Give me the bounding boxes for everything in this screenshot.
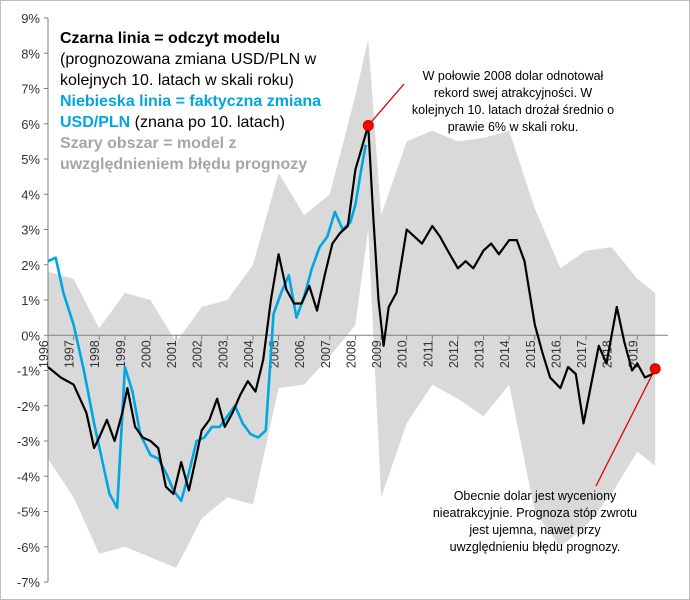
annotation-2008-peak: W połowie 2008 dolar odnotował rekord sw… [411, 69, 615, 134]
y-tick-label: 9% [21, 11, 40, 26]
y-tick-label: 1% [21, 293, 40, 308]
y-tick-label: 0% [21, 328, 40, 343]
y-tick-label: 2% [21, 258, 40, 273]
x-tick-label: 2012 [447, 340, 461, 368]
legend-blue-desc: (znana po 10. latach) [130, 114, 285, 131]
x-tick-label: 2017 [575, 340, 589, 368]
x-tick-label: 2008 [344, 340, 358, 368]
y-tick-label: -3% [17, 434, 41, 449]
y-tick-label: -2% [17, 399, 41, 414]
y-tick-label: -7% [17, 575, 41, 590]
y-tick-label: -5% [17, 505, 41, 520]
x-tick-label: 2007 [319, 340, 333, 368]
x-tick-label: 2013 [473, 340, 487, 368]
axis-layer: 9% 8% 7% 6% 5% 4% 3% 2% 1% 0% -1% -2% -3% -4% -5% -6% -7… [17, 11, 668, 590]
x-tick-label: 2009 [370, 340, 384, 368]
callout-line-2008 [367, 83, 405, 126]
y-tick-label: 7% [21, 82, 40, 97]
y-tick-label: 4% [21, 187, 40, 202]
x-tick-label: 2011 [421, 340, 435, 367]
y-tick-label: -6% [17, 540, 41, 555]
peak-2008-point [362, 120, 374, 132]
x-tick-label: 1998 [88, 340, 102, 368]
current-point [649, 363, 661, 375]
x-tick-label: 2006 [293, 340, 307, 368]
x-tick-label: 2010 [396, 340, 410, 368]
actual-change-line [47, 144, 367, 510]
x-tick-label: 2016 [549, 340, 563, 368]
callout-layer [362, 83, 661, 487]
x-tick-label: 1997 [63, 340, 77, 368]
x-tick-label: 2002 [191, 340, 205, 368]
x-tick-label: 2000 [139, 340, 153, 368]
callout-line-current [595, 368, 656, 487]
legend-black-title: Czarna linia = odczyt modelu [60, 30, 281, 47]
x-tick-label: 1999 [114, 340, 128, 368]
legend-blue-row: Niebieska linia = faktyczna zmiana USD/P… [60, 91, 360, 133]
y-tick-label: 3% [21, 223, 40, 238]
y-tick-label: -4% [17, 469, 41, 484]
y-tick-label: -1% [17, 364, 41, 379]
legend-black-desc: (prognozowana zmiana USD/PLN w kolejnych… [60, 51, 317, 89]
y-tick-label: 6% [21, 117, 40, 132]
y-tick-label: 8% [21, 46, 40, 61]
x-tick-label: 2004 [242, 340, 256, 368]
legend-band-title: Szary obszar = model z uwzględnieniem bł… [60, 135, 308, 173]
legend-blue-title: Niebieska linia = faktyczna zmiana USD/P… [60, 93, 322, 131]
x-tick-label: 2015 [524, 340, 538, 368]
actual-series-layer [47, 144, 367, 510]
x-tick-label: 2001 [165, 340, 179, 368]
annotation-current: Obecnie dolar jest wyceniony nieatrakcyj… [432, 489, 638, 554]
x-tick-label: 2003 [216, 340, 230, 368]
x-tick-label: 2014 [498, 340, 512, 368]
y-tick-label: 5% [21, 152, 40, 167]
model-series-layer [47, 124, 657, 495]
x-tick-label: 1996 [37, 340, 51, 368]
legend: Czarna linia = odczyt modelu (prognozowa… [60, 28, 360, 175]
model-reading-line [47, 124, 657, 495]
